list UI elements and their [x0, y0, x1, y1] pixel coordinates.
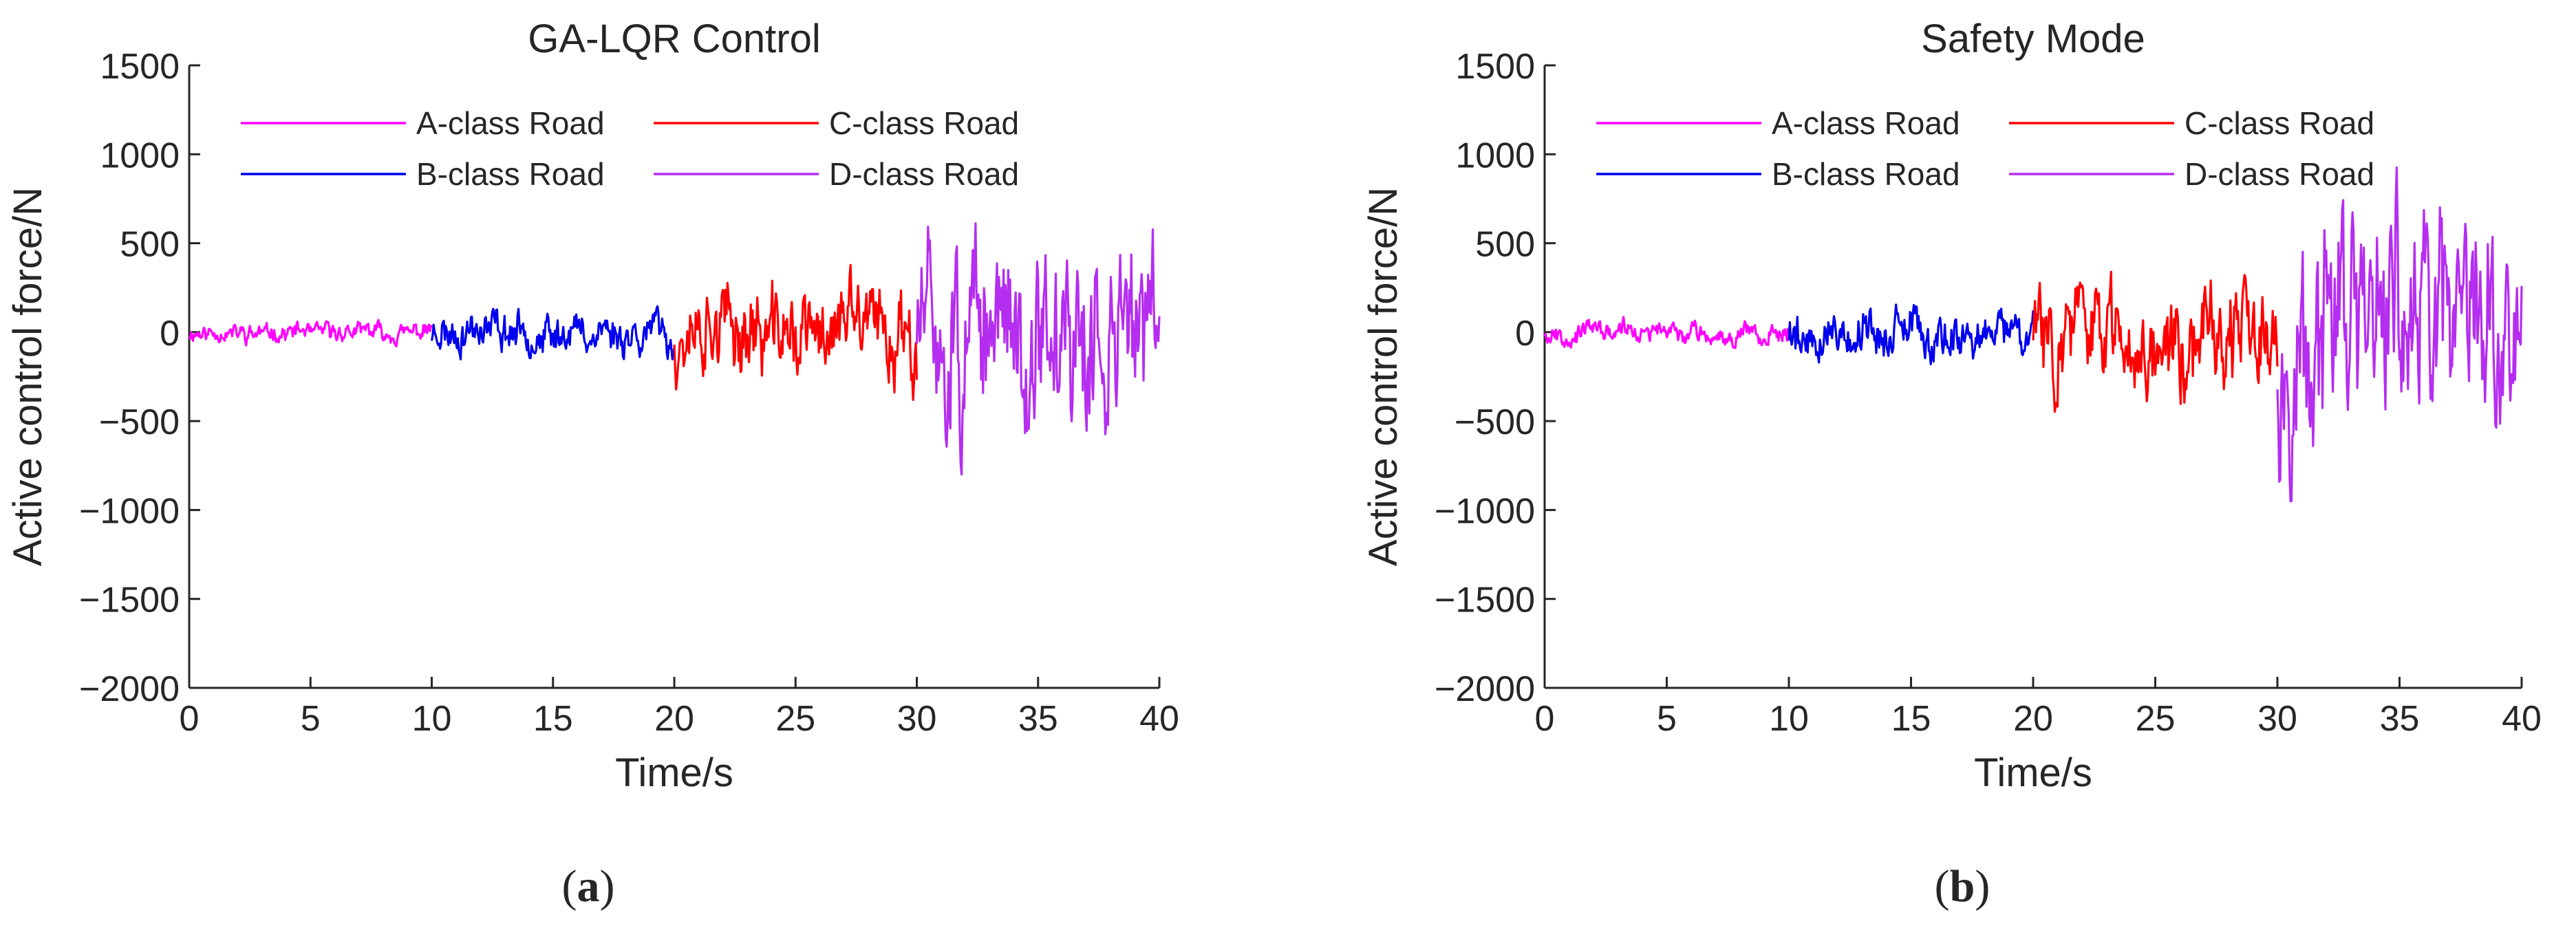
y-tick-label: 1500 — [1455, 47, 1535, 87]
x-tick-label: 10 — [1769, 699, 1809, 739]
x-tick-label: 25 — [775, 699, 815, 739]
y-tick-label: −1500 — [1435, 581, 1535, 620]
x-axis-label: Time/s — [615, 750, 733, 795]
y-axis-label: Active control force/N — [6, 187, 50, 566]
panel-letter: b — [1950, 861, 1975, 911]
series-line-d-class-road — [2276, 166, 2523, 503]
series-line-d-class-road — [915, 222, 1161, 476]
chart-panel-b: Safety Mode −2000 −1500 −1000 −500 0 500 1000 1… — [1361, 17, 2542, 911]
x-tick-label: 40 — [2502, 699, 2542, 739]
series-line-b-class-road — [430, 305, 676, 361]
series-group — [1543, 166, 2523, 503]
panel-caption: (a) — [562, 861, 615, 911]
legend-label: B-class Road — [1772, 156, 1960, 192]
legend-label: A-class Road — [1772, 105, 1960, 141]
y-tick-label: 500 — [1475, 225, 1535, 265]
x-tick-label: 10 — [412, 699, 452, 739]
legend-label: B-class Road — [416, 156, 605, 192]
legend-label: A-class Road — [416, 105, 605, 141]
x-tick-label: 5 — [1657, 699, 1677, 739]
legend: A-class Road C-class Road B-class Road D-cl… — [241, 105, 1019, 192]
y-tick-label: −500 — [1455, 402, 1535, 442]
y-tick-label: 0 — [1515, 314, 1535, 354]
x-tick-label: 5 — [301, 699, 321, 739]
y-tick-label: 500 — [120, 225, 180, 265]
legend-label: D-class Road — [2185, 156, 2374, 192]
legend-label: C-class Road — [2185, 105, 2374, 141]
series-line-a-class-road — [1543, 316, 1790, 349]
y-tick-label: 1500 — [100, 47, 180, 87]
x-tick-label: 40 — [1139, 699, 1179, 739]
y-tick-label: −2000 — [1435, 669, 1535, 709]
x-axis-label: Time/s — [1974, 750, 2092, 795]
chart-title: Safety Mode — [1921, 17, 2145, 61]
series-group — [188, 222, 1161, 476]
y-tick-label: −2000 — [79, 669, 180, 709]
x-tick-label: 35 — [1018, 699, 1058, 739]
chart-panel-a: GA-LQR Control −2000 −1500 −1000 −500 0 500 10… — [6, 17, 1179, 911]
y-tick-label: −1500 — [79, 581, 180, 620]
panel-letter: a — [577, 861, 600, 911]
axes-group: −2000 −1500 −1000 −500 0 500 1000 1500 0 5 10 15 20 2… — [1435, 47, 2542, 739]
y-axis-label: Active control force/N — [1361, 187, 1406, 566]
series-line-c-class-road — [2032, 270, 2279, 413]
y-tick-label: 1000 — [1455, 136, 1535, 175]
panel-caption: (b) — [1935, 861, 1990, 911]
y-tick-label: 1000 — [100, 136, 180, 175]
chart-title: GA-LQR Control — [528, 17, 820, 61]
series-line-b-class-road — [1788, 303, 2035, 366]
legend: A-class Road C-class Road B-class Road D-cl… — [1596, 105, 2374, 192]
x-tick-label: 35 — [2380, 699, 2420, 739]
axes-group: −2000 −1500 −1000 −500 0 500 1000 1500 0 5 10 15 20 2… — [79, 47, 1179, 739]
y-tick-label: −1000 — [1435, 491, 1535, 531]
y-tick-label: 0 — [160, 314, 180, 354]
x-tick-label: 15 — [533, 699, 573, 739]
x-tick-label: 30 — [897, 699, 937, 739]
x-tick-label: 20 — [654, 699, 694, 739]
x-tick-label: 20 — [2013, 699, 2053, 739]
x-tick-label: 25 — [2136, 699, 2176, 739]
y-tick-label: −1000 — [79, 491, 180, 531]
series-line-a-class-road — [188, 318, 433, 348]
x-tick-label: 0 — [1535, 699, 1555, 739]
y-tick-label: −500 — [99, 402, 180, 442]
legend-label: C-class Road — [829, 105, 1019, 141]
x-tick-label: 15 — [1891, 699, 1931, 739]
x-tick-label: 30 — [2257, 699, 2297, 739]
series-line-c-class-road — [673, 263, 919, 401]
x-tick-label: 0 — [180, 699, 200, 739]
legend-label: D-class Road — [829, 156, 1019, 192]
